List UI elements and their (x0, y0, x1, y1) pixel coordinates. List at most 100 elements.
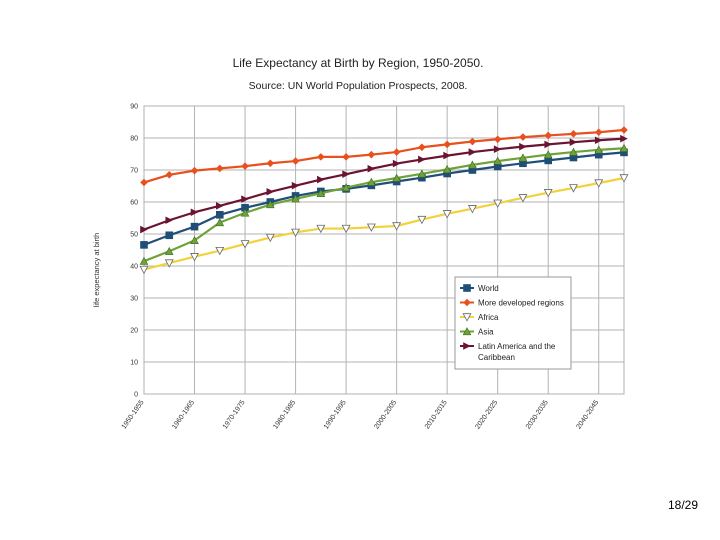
data-point (291, 228, 301, 238)
data-point (139, 256, 149, 265)
y-axis-ticks: 0 10 20 30 40 50 60 70 80 90 (130, 104, 138, 399)
data-point (366, 223, 376, 232)
data-point (241, 162, 249, 170)
data-point (316, 224, 326, 234)
data-point (467, 205, 477, 214)
legend-item: Latin America and the Caribbean (460, 342, 556, 362)
data-point (139, 265, 149, 275)
data-point (291, 157, 300, 165)
data-point (519, 142, 527, 151)
series-africa (139, 174, 629, 275)
data-point (165, 171, 174, 179)
data-point (594, 136, 603, 145)
data-point (241, 203, 249, 212)
data-point (569, 130, 578, 138)
data-point (418, 173, 426, 182)
data-point (493, 156, 502, 165)
legend-label: World (478, 284, 499, 293)
legend-marker (463, 298, 471, 307)
data-point (165, 216, 174, 225)
data-point (392, 222, 402, 231)
data-point (418, 143, 426, 152)
y-tick-label: 90 (130, 104, 138, 111)
x-tick-label: 2040-2045 (575, 399, 600, 431)
legend-marker (463, 342, 471, 350)
data-point (367, 164, 376, 173)
data-point (543, 189, 553, 198)
data-point (164, 259, 174, 268)
series-more-developed-regions (140, 126, 628, 187)
data-point (442, 164, 452, 173)
series-line (143, 176, 625, 271)
data-point (594, 150, 603, 159)
data-point (569, 138, 578, 146)
data-point (164, 246, 174, 255)
y-tick-label: 50 (130, 232, 138, 239)
data-point (317, 153, 325, 161)
data-point (493, 199, 503, 208)
plot-area (143, 105, 625, 395)
data-point (518, 153, 528, 162)
data-point (316, 188, 326, 197)
data-point (443, 140, 451, 149)
data-point (266, 200, 275, 209)
x-tick-label: 1950-1955 (121, 399, 146, 431)
y-tick-label: 0 (134, 392, 138, 399)
x-tick-label: 1960-1965 (171, 399, 196, 431)
chart-subtitle: Source: UN World Population Prospects, 2… (249, 80, 468, 92)
data-point (367, 177, 376, 186)
data-point (594, 145, 604, 154)
series-group (139, 126, 629, 275)
data-point (543, 150, 553, 159)
data-point (620, 126, 628, 134)
y-tick-label: 10 (130, 360, 138, 367)
legend-marker (463, 284, 471, 292)
series-line (143, 147, 625, 263)
data-point (215, 246, 225, 256)
data-point (468, 148, 477, 156)
data-point (342, 170, 350, 178)
data-point (569, 147, 578, 156)
data-point (442, 210, 452, 219)
data-point (367, 150, 376, 159)
data-point (140, 225, 148, 234)
data-point (417, 169, 427, 178)
x-tick-label: 1980-1985 (272, 399, 297, 431)
data-point (468, 166, 477, 174)
x-tick-label: 1990-1995 (323, 399, 348, 431)
data-point (215, 164, 224, 173)
legend-label: Africa (478, 313, 499, 322)
data-point (392, 173, 401, 182)
data-point (341, 183, 351, 192)
legend-label: Latin America and the Caribbean (478, 342, 556, 362)
series-line (143, 137, 625, 231)
y-tick-label: 60 (130, 200, 138, 207)
data-point (190, 253, 199, 262)
page-number: 18/29 (667, 498, 698, 512)
legend-box (454, 276, 572, 370)
data-point (215, 202, 224, 210)
series-latin-america-and-the-caribbean (140, 134, 628, 234)
legend-marker (462, 327, 472, 336)
data-point (190, 222, 199, 231)
legend: World More developed regions Africa Asia Lat… (454, 276, 572, 370)
data-point (291, 194, 300, 203)
x-tick-label: 1970-1975 (222, 399, 247, 431)
data-point (265, 233, 275, 243)
y-tick-label: 40 (130, 264, 138, 271)
data-point (190, 235, 199, 244)
data-point (519, 133, 527, 141)
data-point (569, 153, 578, 162)
data-point (240, 208, 250, 217)
y-tick-label: 30 (130, 296, 138, 303)
data-point (215, 218, 225, 227)
data-point (291, 181, 300, 190)
data-point (241, 195, 249, 203)
x-axis-ticks: 1950-1955 1960-1965 1970-1975 1980-1985 1990… (121, 399, 601, 431)
data-point (140, 241, 148, 249)
data-point (544, 156, 553, 165)
legend-marker (462, 313, 472, 322)
data-point (215, 211, 224, 219)
data-point (341, 224, 351, 234)
